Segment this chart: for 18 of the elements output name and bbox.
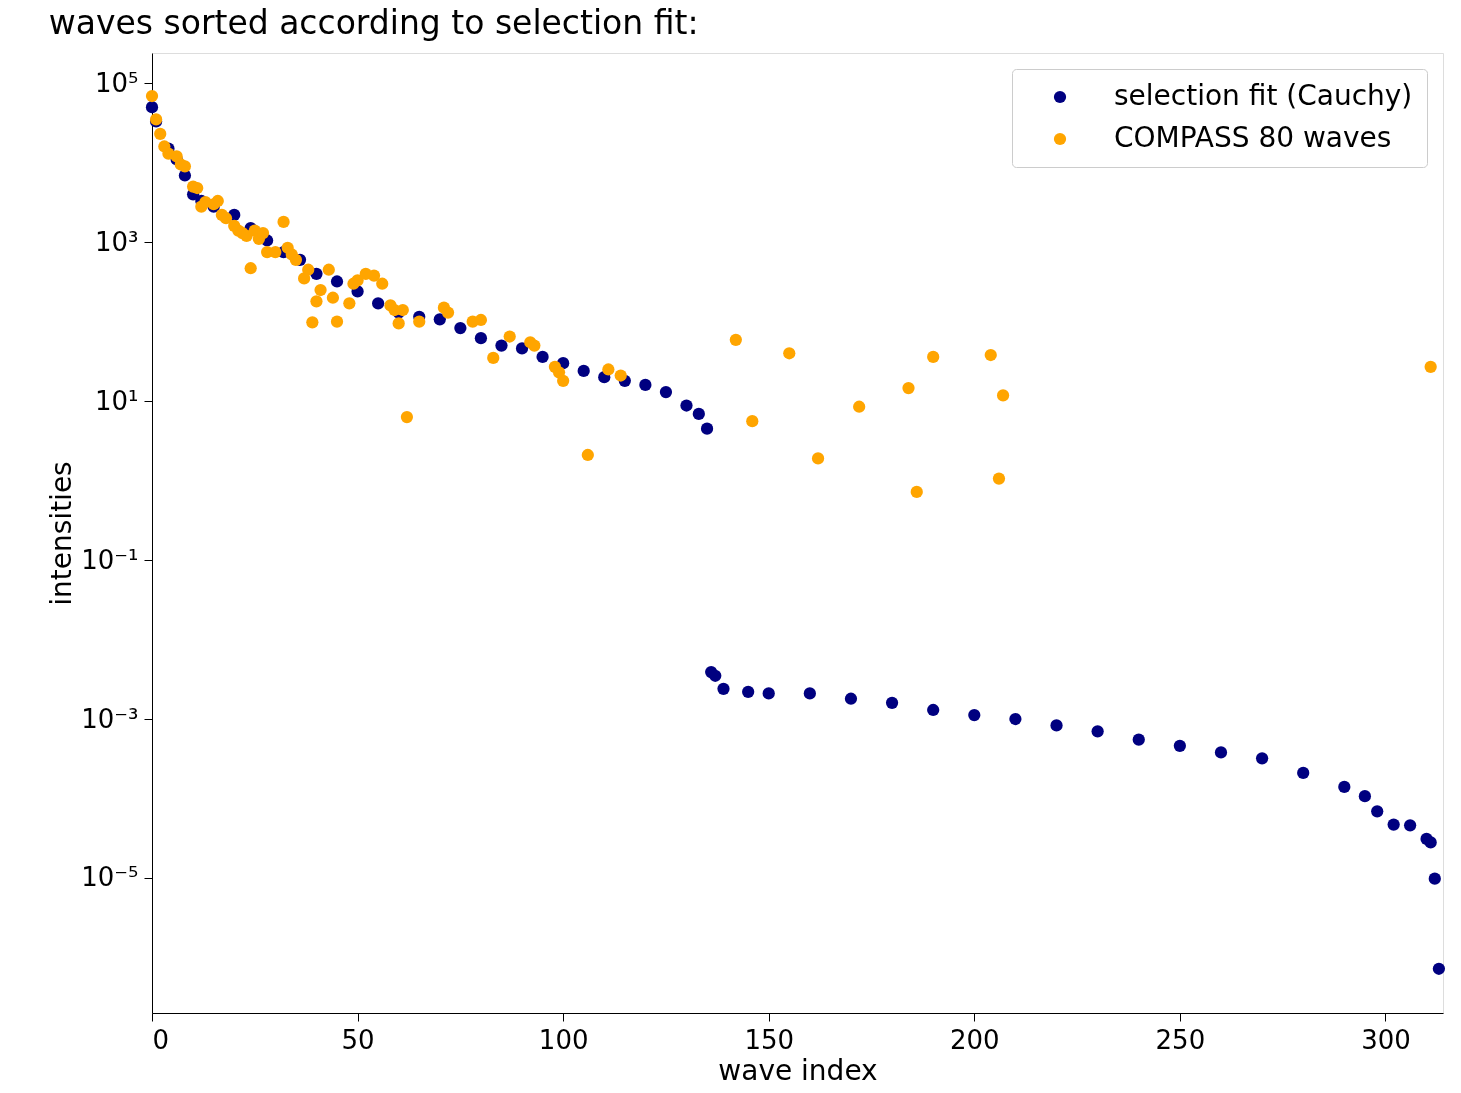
y-axis-title: intensities [45, 461, 79, 606]
x-tick-label: 300 [1361, 1024, 1411, 1055]
y-tick-label: 10³ [94, 226, 139, 257]
x-tick-label: 0 [152, 1024, 170, 1055]
x-tick-label: 200 [949, 1024, 1000, 1055]
y-tick-label: 10⁻¹ [81, 544, 139, 575]
legend-label: COMPASS 80 waves [1114, 121, 1392, 154]
x-tick-label: 50 [341, 1024, 375, 1055]
x-tick-label: 100 [538, 1024, 589, 1055]
x-tick-label: 250 [1155, 1024, 1206, 1055]
chart-title: waves sorted according to selection fit: [48, 3, 699, 42]
y-tick-label: 10⁵ [94, 67, 139, 98]
x-axis-title: wave index [718, 1053, 878, 1087]
x-tick-label: 150 [744, 1024, 795, 1055]
y-tick-label: 10¹ [94, 385, 139, 416]
y-tick-label: 10⁻³ [81, 703, 139, 734]
legend-label: selection fit (Cauchy) [1114, 79, 1413, 112]
y-tick-label: 10⁻⁵ [81, 862, 139, 893]
